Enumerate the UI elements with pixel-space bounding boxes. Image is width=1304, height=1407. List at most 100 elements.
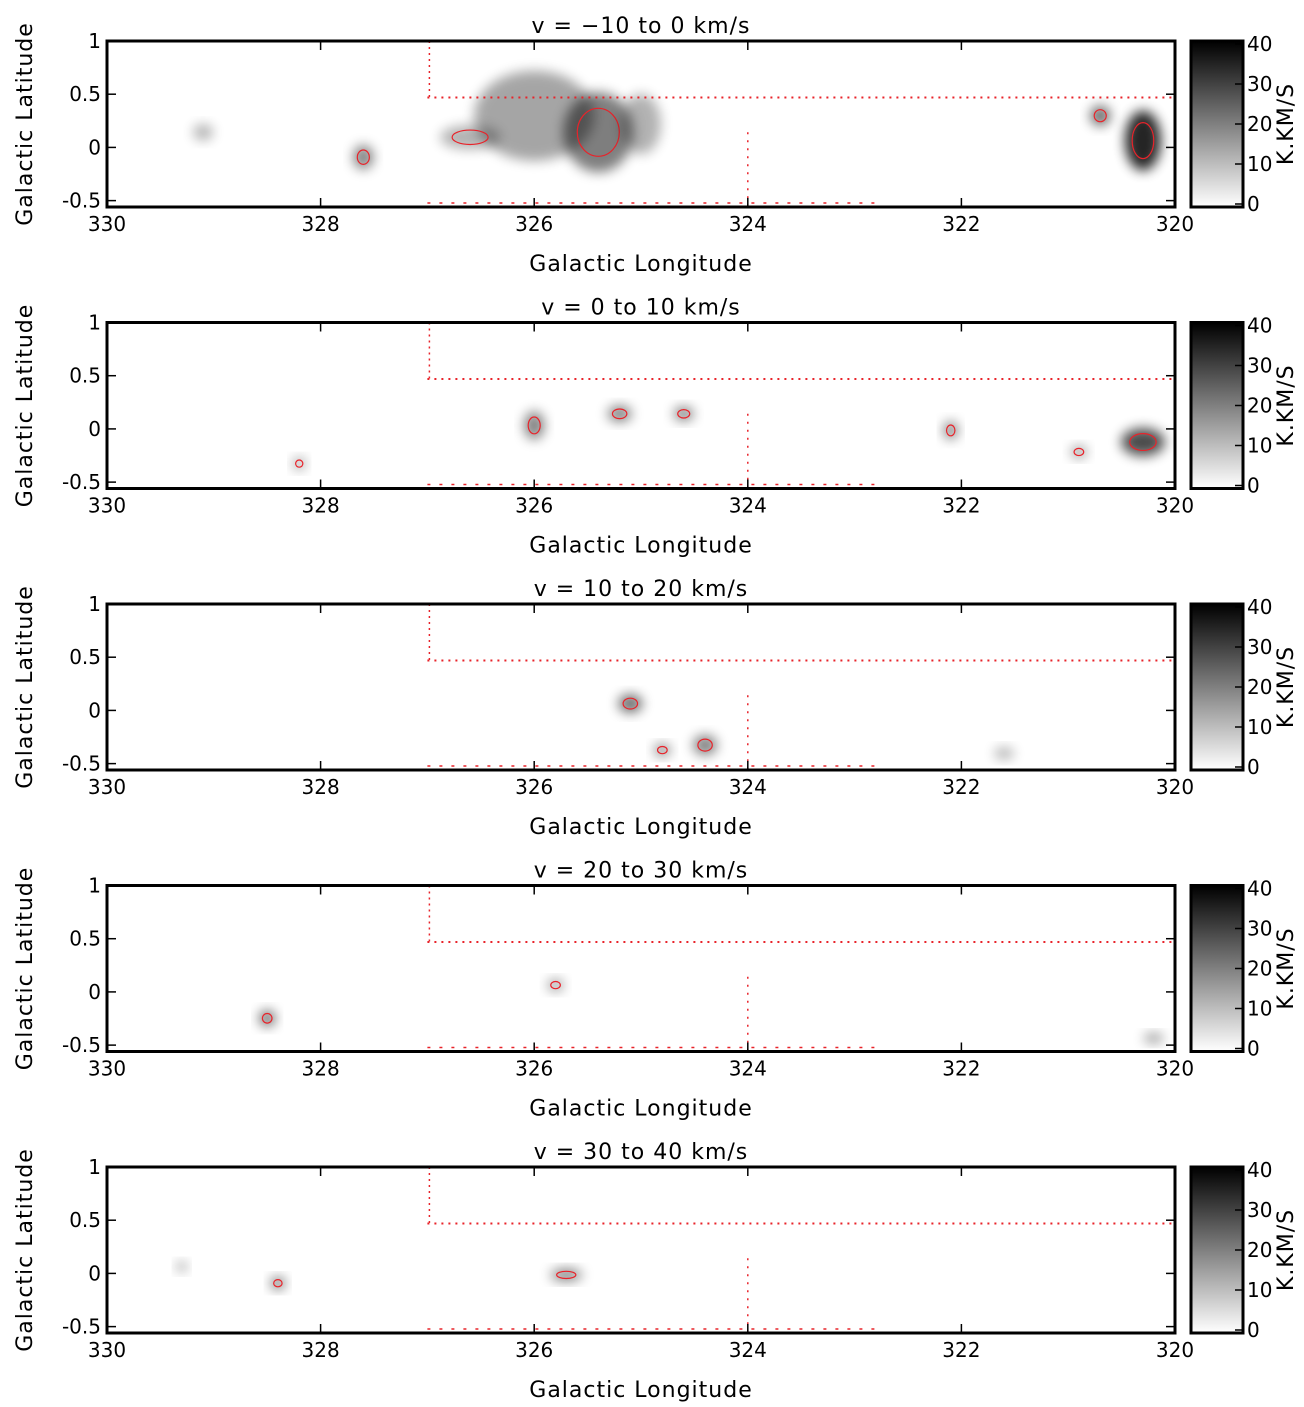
map-background <box>107 886 1175 1052</box>
map-background <box>107 604 1175 770</box>
x-tick-label: 326 <box>515 1338 553 1362</box>
y-axis-label: Galactic Latitude <box>13 22 38 226</box>
x-tick-label: 326 <box>515 775 553 799</box>
x-axis-label: Galactic Longitude <box>529 1378 752 1403</box>
emission <box>944 421 958 439</box>
chart-title: v = 10 to 20 km/s <box>534 577 749 602</box>
panel: 330328326324322320-0.500.51v = 30 to 40 … <box>13 1140 1299 1403</box>
colorbar-tick-label: 0 <box>1247 1318 1260 1342</box>
emission <box>608 406 632 422</box>
x-tick-label: 320 <box>1156 212 1194 236</box>
emission <box>259 1010 275 1026</box>
y-axis-label: Galactic Latitude <box>13 585 38 789</box>
emission <box>177 1262 187 1272</box>
emission <box>1090 106 1110 126</box>
chart-title: v = 30 to 40 km/s <box>534 1140 749 1165</box>
colorbar-tick-label: 40 <box>1247 595 1272 619</box>
colorbar-tick-label: 30 <box>1247 72 1272 96</box>
colorbar-tick-label: 10 <box>1247 434 1272 458</box>
x-tick-label: 324 <box>729 212 767 236</box>
y-tick-label: 0.5 <box>69 1208 101 1232</box>
map-image <box>107 41 1175 207</box>
chart-title: v = 0 to 10 km/s <box>541 296 741 321</box>
x-tick-label: 326 <box>515 494 553 518</box>
y-tick-label: 0 <box>88 698 101 722</box>
y-tick-label: 0 <box>88 1261 101 1285</box>
emission <box>674 407 694 421</box>
chart-title: v = −10 to 0 km/s <box>532 14 751 39</box>
x-tick-label: 322 <box>942 494 980 518</box>
emission <box>621 94 661 154</box>
colorbar-tick-label: 0 <box>1247 474 1260 498</box>
emission <box>1144 1033 1164 1043</box>
emission <box>440 125 500 149</box>
y-tick-label: -0.5 <box>62 752 101 776</box>
x-tick-label: 330 <box>88 494 126 518</box>
x-tick-label: 320 <box>1156 775 1194 799</box>
colorbar-tick-label: 40 <box>1247 32 1272 56</box>
x-tick-label: 322 <box>942 212 980 236</box>
emission <box>618 695 642 713</box>
map-background <box>107 323 1175 489</box>
emission <box>548 979 564 991</box>
colorbar-tick-label: 20 <box>1247 675 1272 699</box>
x-tick-label: 324 <box>729 1057 767 1081</box>
map-image <box>107 604 1175 770</box>
colorbar-tick-label: 20 <box>1247 957 1272 981</box>
emission <box>1121 428 1165 456</box>
x-tick-label: 330 <box>88 775 126 799</box>
y-tick-label: -0.5 <box>62 470 101 494</box>
x-tick-label: 324 <box>729 494 767 518</box>
colorbar-tick-label: 30 <box>1247 635 1272 659</box>
x-tick-label: 326 <box>515 212 553 236</box>
y-tick-label: 0.5 <box>69 82 101 106</box>
y-tick-label: 1 <box>88 311 101 335</box>
x-tick-label: 328 <box>302 775 340 799</box>
x-tick-label: 330 <box>88 1057 126 1081</box>
map-image <box>107 323 1175 489</box>
emission <box>353 145 373 169</box>
colorbar-tick-label: 20 <box>1247 394 1272 418</box>
emission <box>994 747 1014 759</box>
y-tick-label: 0.5 <box>69 927 101 951</box>
x-axis-label: Galactic Longitude <box>529 252 752 277</box>
emission <box>524 411 544 439</box>
x-tick-label: 322 <box>942 1057 980 1081</box>
y-tick-label: 0.5 <box>69 645 101 669</box>
x-tick-label: 320 <box>1156 494 1194 518</box>
colorbar-tick-label: 10 <box>1247 715 1272 739</box>
x-axis-label: Galactic Longitude <box>529 815 752 840</box>
chart-title: v = 20 to 30 km/s <box>534 859 749 884</box>
colorbar-tick-label: 0 <box>1247 192 1260 216</box>
figure: 330 328 326 324 322 320 -0.5 0 0.5 1 v = −10 to 0 … <box>0 0 1304 1403</box>
colorbar-tick-label: 20 <box>1247 1238 1272 1262</box>
colorbar-tick-label: 10 <box>1247 997 1272 1021</box>
x-tick-label: 328 <box>302 1338 340 1362</box>
emission <box>654 744 670 756</box>
colorbar-tick-label: 40 <box>1247 314 1272 338</box>
x-tick-label: 328 <box>302 212 340 236</box>
colorbar-tick-label: 30 <box>1247 354 1272 378</box>
y-tick-label: 1 <box>88 1155 101 1179</box>
colorbar-tick-label: 10 <box>1247 1278 1272 1302</box>
panel: 330328326324322320-0.500.51v = 0 to 10 k… <box>13 296 1299 559</box>
x-tick-label: 324 <box>729 775 767 799</box>
map-image <box>107 886 1175 1052</box>
colorbar-label: K.KM/S <box>1274 83 1299 165</box>
colorbar-label: K.KM/S <box>1274 646 1299 728</box>
colorbar-tick-label: 20 <box>1247 112 1272 136</box>
colorbar-tick-label: 30 <box>1247 917 1272 941</box>
map-image <box>107 1167 1175 1333</box>
map-background <box>107 1167 1175 1333</box>
y-tick-label: -0.5 <box>62 1033 101 1057</box>
y-axis-label: Galactic Latitude <box>13 867 38 1071</box>
x-tick-label: 320 <box>1156 1338 1194 1362</box>
x-tick-label: 328 <box>302 1057 340 1081</box>
y-tick-label: 0 <box>88 980 101 1004</box>
x-tick-label: 322 <box>942 1338 980 1362</box>
colorbar-tick-label: 40 <box>1247 877 1272 901</box>
y-tick-label: 1 <box>88 592 101 616</box>
x-tick-label: 326 <box>515 1057 553 1081</box>
